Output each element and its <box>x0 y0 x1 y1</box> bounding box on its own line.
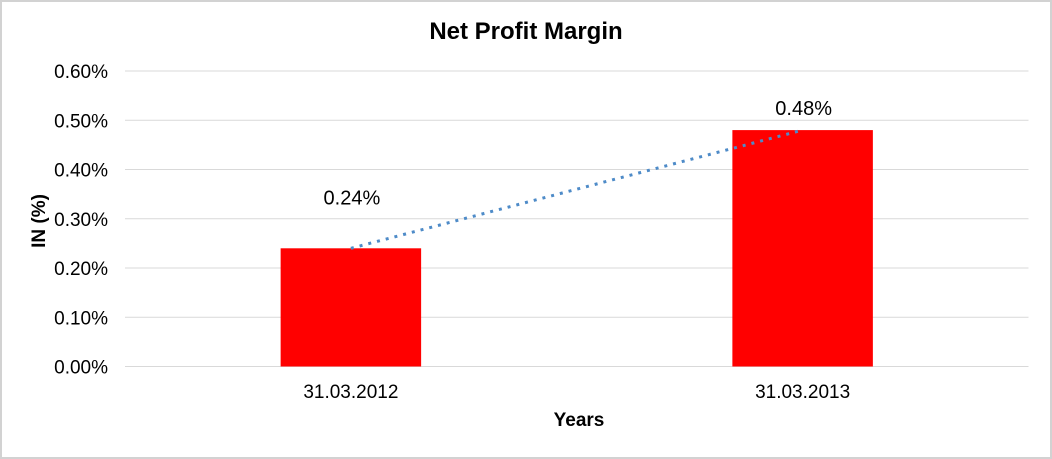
y-tick-label: 0.40% <box>54 161 108 182</box>
bar-31.03.2012 <box>280 248 422 367</box>
chart-title: Net Profit Margin <box>429 18 623 45</box>
bar-31.03.2013 <box>732 130 873 367</box>
trendline <box>350 128 804 250</box>
data-label: 0.48% <box>775 98 832 120</box>
x-axis-title: Years <box>553 410 605 431</box>
y-tick-label: 0.30% <box>54 210 108 231</box>
data-label: 0.24% <box>324 187 381 209</box>
y-tick-label: 0.20% <box>54 259 108 280</box>
x-tick-label: 31.03.2013 <box>755 382 850 403</box>
y-tick-label: 0.00% <box>54 358 108 379</box>
y-tick-label: 0.50% <box>54 111 108 132</box>
y-tick-label: 0.60% <box>54 62 108 83</box>
x-tick-label: 31.03.2012 <box>303 382 398 403</box>
y-tick-label: 0.10% <box>54 308 108 329</box>
